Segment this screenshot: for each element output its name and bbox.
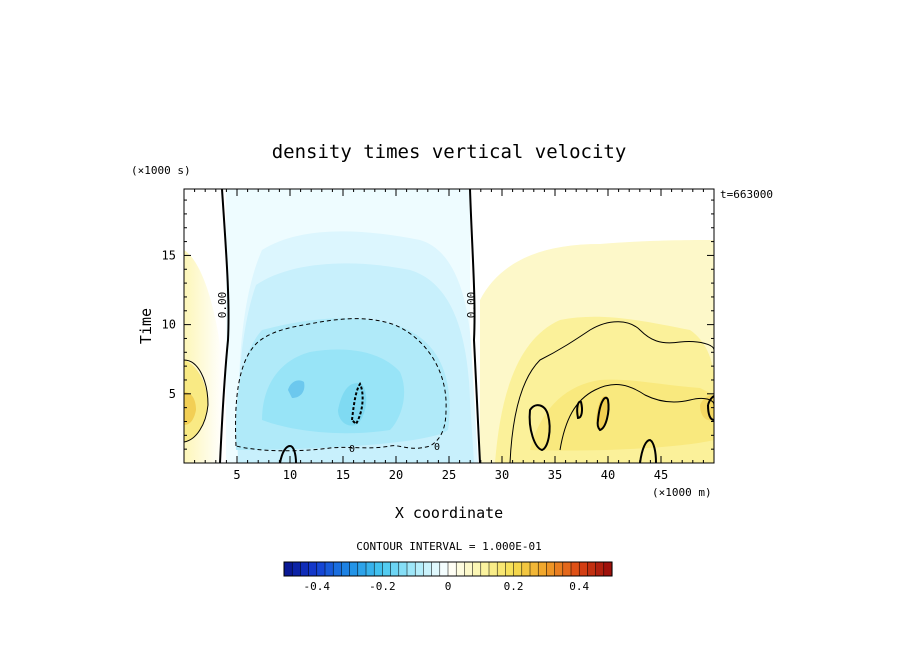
colorbar-swatch	[373, 561, 383, 577]
time-annotation: t=663000	[720, 188, 773, 201]
positive-contour-left	[184, 359, 209, 443]
colorbar-swatch	[537, 561, 547, 577]
colorbar-swatch	[513, 561, 523, 577]
x-tick-label: 45	[654, 468, 668, 482]
x-tick-label: 30	[495, 468, 509, 482]
colorbar-swatch	[595, 561, 605, 577]
x-axis: 5 10 15 20 25 30 35 40 45	[194, 189, 704, 482]
positive-core-left	[184, 392, 196, 425]
colorbar-swatch	[316, 561, 326, 577]
colorbar-swatch	[406, 561, 416, 577]
positive-contour-right	[509, 321, 714, 463]
colorbar-swatch	[439, 561, 449, 577]
y-axis-unit: (×1000 s)	[131, 164, 191, 177]
x-tick-label: 15	[336, 468, 350, 482]
colorbar-swatch	[546, 561, 556, 577]
x-tick-label: 10	[283, 468, 297, 482]
colorbar-swatch	[365, 561, 375, 577]
contour-label-right: 0.00	[465, 292, 478, 319]
negative-core-1	[338, 383, 367, 426]
colorbar-swatch	[357, 561, 367, 577]
colorbar-swatch	[496, 561, 506, 577]
colorbar-tick-label: -0.2	[369, 580, 396, 593]
x-tick-label: 25	[442, 468, 456, 482]
colorbar-tick-label: 0.4	[569, 580, 589, 593]
contour-label-bottom-2: 0	[434, 442, 440, 453]
positive-core-right-2	[700, 395, 714, 421]
x-tick-label: 40	[601, 468, 615, 482]
colorbar: -0.4 -0.2 0 0.2 0.4	[283, 561, 613, 593]
x-axis-unit: (×1000 m)	[652, 486, 712, 499]
colorbar-swatch	[455, 561, 465, 577]
colorbar-swatch	[529, 561, 539, 577]
closed-contour-1	[528, 404, 551, 452]
colorbar-swatch	[472, 561, 482, 577]
colorbar-swatch	[291, 561, 301, 577]
y-axis-label: Time	[137, 308, 155, 344]
colorbar-swatch	[578, 561, 588, 577]
colorbar-swatch	[447, 561, 457, 577]
colorbar-swatch	[562, 561, 572, 577]
chart-title: density times vertical velocity	[272, 141, 627, 163]
x-tick-label: 35	[548, 468, 562, 482]
negative-inner-contour	[350, 382, 364, 426]
colorbar-swatch	[505, 561, 515, 577]
closed-contour-2	[596, 396, 610, 432]
x-tick-label: 5	[233, 468, 240, 482]
closed-contour-3	[279, 444, 297, 463]
positive-band-right-2	[530, 379, 714, 451]
colorbar-swatch	[521, 561, 531, 577]
contour-lines	[184, 189, 714, 463]
colorbar-swatch	[431, 561, 441, 577]
colorbar-swatch	[332, 561, 342, 577]
plot-area: 0.00 0.00 0 0	[184, 189, 714, 463]
y-axis: 5 10 15	[162, 199, 714, 450]
negative-contour-dashed	[235, 318, 447, 452]
contour-interval-label: CONTOUR INTERVAL = 1.000E-01	[356, 540, 541, 553]
colorbar-swatch	[390, 561, 400, 577]
colorbar-swatch	[308, 561, 318, 577]
y-tick-label: 15	[162, 248, 176, 262]
closed-contour-4	[639, 438, 657, 463]
y-tick-label: 5	[169, 387, 176, 401]
colorbar-swatch	[414, 561, 424, 577]
colorbar-swatch	[324, 561, 334, 577]
colorbar-tick-label: -0.4	[304, 580, 331, 593]
zero-contour-right	[469, 189, 481, 463]
y-tick-label: 10	[162, 318, 176, 332]
colorbar-tick-label: 0.2	[504, 580, 524, 593]
colorbar-swatch	[283, 561, 293, 577]
x-tick-label: 20	[389, 468, 403, 482]
colorbar-swatch	[480, 561, 490, 577]
zero-contour-left	[219, 189, 230, 463]
colorbar-tick-label: 0	[445, 580, 452, 593]
colorbar-swatch	[603, 561, 613, 577]
x-axis-label: X coordinate	[395, 504, 503, 522]
colorbar-swatch	[300, 561, 310, 577]
contour-label-bottom-1: 0	[349, 444, 355, 455]
negative-core-2	[288, 380, 305, 398]
colorbar-frame	[283, 561, 613, 577]
colorbar-swatch	[570, 561, 580, 577]
colorbar-swatch	[341, 561, 351, 577]
colorbar-swatch	[423, 561, 433, 577]
negative-band-4	[262, 349, 405, 434]
colorbar-swatch	[349, 561, 359, 577]
colorbar-swatch	[398, 561, 408, 577]
contour-label-left: 0.00	[216, 292, 229, 319]
colorbar-swatch	[464, 561, 474, 577]
colorbar-swatch	[382, 561, 392, 577]
colorbar-swatch	[554, 561, 564, 577]
closed-contour-6	[576, 400, 583, 420]
colorbar-swatch	[587, 561, 597, 577]
colorbar-swatch	[488, 561, 498, 577]
